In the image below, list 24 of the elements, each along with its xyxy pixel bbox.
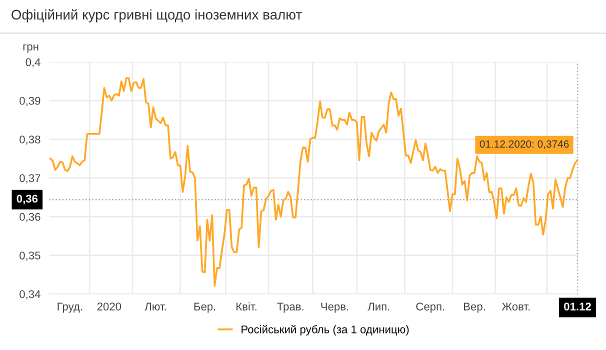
x-tick-label: Черв. (321, 302, 348, 313)
x-tick-label: Серп. (416, 302, 444, 313)
y-tick-label: 0,37 (20, 174, 40, 184)
y-tick-label: 0,36 (20, 212, 40, 222)
y-tick-label: 0,39 (20, 96, 40, 106)
legend-label: Російський рубль (за 1 одиницю) (242, 324, 409, 336)
x-tick-label: Бер. (194, 302, 216, 313)
y-tick-label: 0,4 (26, 58, 40, 68)
y-tick-label: 0,34 (20, 290, 40, 300)
line-series (49, 77, 578, 287)
chart-title: Офіційний курс гривні щодо іноземних валют (12, 9, 302, 22)
y-axis-title: грн (23, 44, 38, 53)
x-tick-label: Жовт. (502, 302, 530, 310)
x-tick-label: Груд. (58, 302, 82, 313)
annotation: 01.12.2020: 0,3746 (480, 140, 569, 149)
x-tick-label: Лют. (144, 302, 166, 310)
y-tick-label: 0,38 (20, 136, 40, 145)
x-tick-label: 01.12 (564, 302, 591, 310)
y-tick-label: 0,35 (20, 252, 40, 261)
x-tick-label: Вер. (464, 302, 485, 313)
x-tick-label: Лип. (368, 302, 390, 310)
x-tick-label: 2020 (97, 302, 122, 310)
x-tick-label: Трав. (277, 302, 304, 313)
x-tick-label: Квіт. (236, 302, 256, 310)
